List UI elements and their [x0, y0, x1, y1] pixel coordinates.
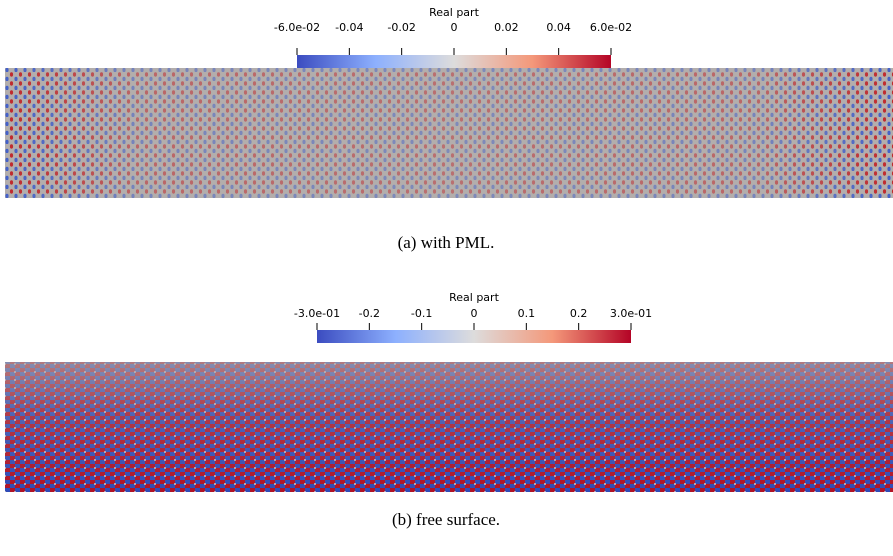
colorbar-title: Real part — [429, 6, 479, 19]
colorbar-tick-label: -3.0e-01 — [294, 307, 340, 320]
colorbar-tick-label: -6.0e-02 — [274, 21, 320, 34]
caption: (b) free surface. — [392, 510, 500, 529]
colorbar-tick-label: -0.02 — [387, 21, 415, 34]
colorbar-tick-label: 0.2 — [570, 307, 588, 320]
colorbar-tick-label: 3.0e-01 — [610, 307, 652, 320]
colorbar-tick-label: -0.04 — [335, 21, 363, 34]
colorbar-tick-label: 0.04 — [546, 21, 571, 34]
colorbar-title: Real part — [449, 291, 499, 304]
wave-field — [5, 362, 893, 492]
colorbar-tick-label: 0.1 — [518, 307, 536, 320]
colorbar-tick-label: -0.2 — [359, 307, 380, 320]
colorbar — [317, 330, 631, 343]
colorbar-tick-label: 6.0e-02 — [590, 21, 632, 34]
colorbar-tick-label: 0 — [471, 307, 478, 320]
colorbar-tick-label: 0 — [451, 21, 458, 34]
colorbar-tick-label: 0.02 — [494, 21, 519, 34]
panel: Real part (b) free surface. -3.0e-01 -0.2… — [5, 291, 893, 529]
wave-field — [5, 68, 893, 198]
panel: Real part (a) with PML. -6.0e-02 -0.04 -0.… — [5, 6, 893, 252]
colorbar-tick-label: -0.1 — [411, 307, 432, 320]
colorbar — [297, 55, 611, 68]
caption: (a) with PML. — [398, 233, 495, 252]
